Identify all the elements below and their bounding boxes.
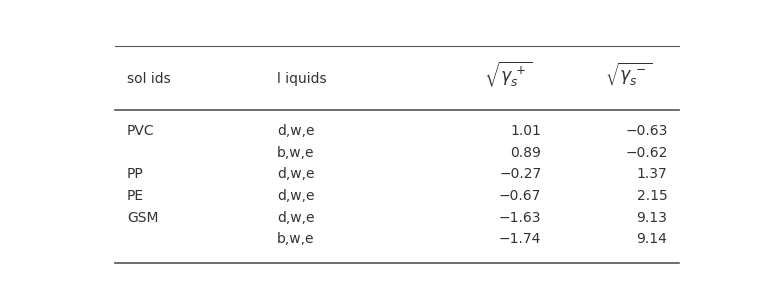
Text: d,w,e: d,w,e [277, 189, 315, 203]
Text: −0.63: −0.63 [625, 124, 667, 138]
Text: d,w,e: d,w,e [277, 167, 315, 181]
Text: −0.27: −0.27 [499, 167, 541, 181]
Text: −1.74: −1.74 [499, 232, 541, 246]
Text: −1.63: −1.63 [499, 211, 541, 225]
Text: 0.89: 0.89 [511, 146, 541, 160]
Text: PP: PP [127, 167, 143, 181]
Text: PVC: PVC [127, 124, 154, 138]
Text: d,w,e: d,w,e [277, 211, 315, 225]
Text: sol ids: sol ids [127, 72, 170, 86]
Text: l iquids: l iquids [277, 72, 327, 86]
Text: 9.14: 9.14 [636, 232, 667, 246]
Text: 9.13: 9.13 [636, 211, 667, 225]
Text: −0.67: −0.67 [499, 189, 541, 203]
Text: b,w,e: b,w,e [277, 146, 315, 160]
Text: $\sqrt{\gamma_s^{\,-}}$: $\sqrt{\gamma_s^{\,-}}$ [604, 61, 652, 88]
Text: −0.62: −0.62 [625, 146, 667, 160]
Text: 1.01: 1.01 [511, 124, 541, 138]
Text: d,w,e: d,w,e [277, 124, 315, 138]
Text: b,w,e: b,w,e [277, 232, 315, 246]
Text: GSM: GSM [127, 211, 158, 225]
Text: 2.15: 2.15 [637, 189, 667, 203]
Text: PE: PE [127, 189, 144, 203]
Text: $\sqrt{\gamma_s^{\,+}}$: $\sqrt{\gamma_s^{\,+}}$ [484, 60, 532, 89]
Text: 1.37: 1.37 [637, 167, 667, 181]
